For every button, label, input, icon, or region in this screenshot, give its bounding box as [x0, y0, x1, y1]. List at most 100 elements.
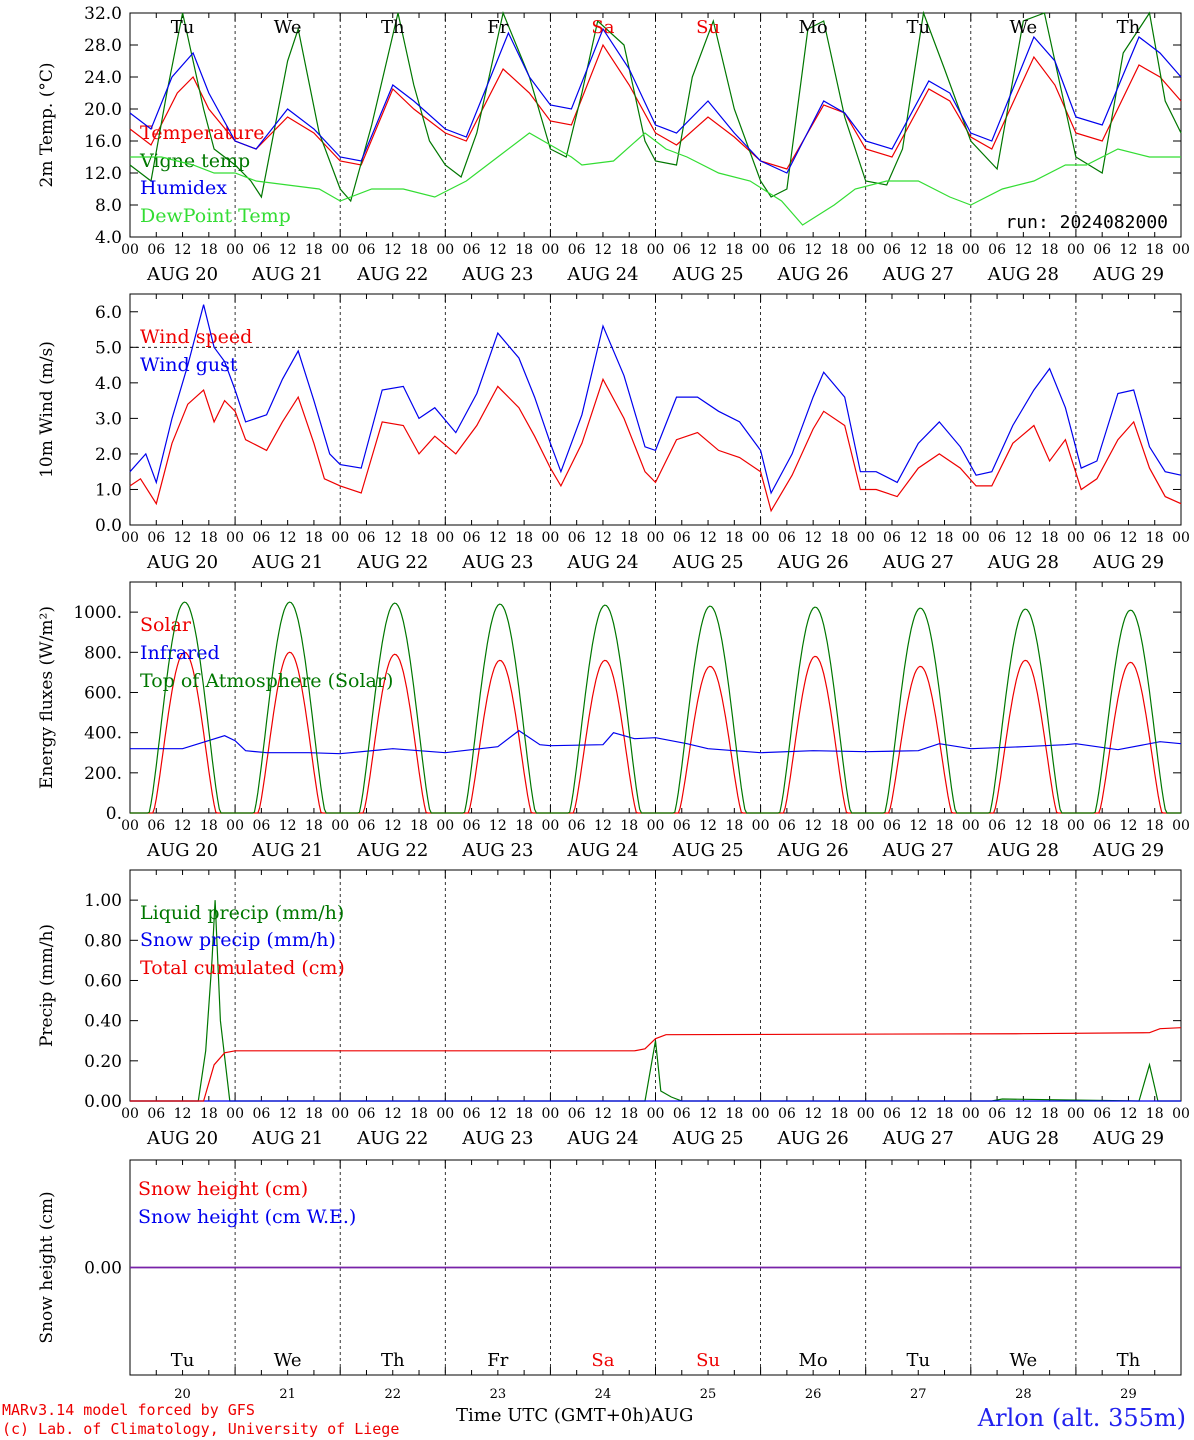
x-hour-label: 00 — [752, 818, 770, 834]
x-hour-label: 18 — [515, 242, 533, 258]
x-hour-label: 18 — [410, 818, 428, 834]
x-hour-label: 18 — [831, 530, 849, 546]
x-date-label: AUG 29 — [1092, 1128, 1164, 1149]
x-hour-label: 18 — [620, 1106, 638, 1122]
x-hour-label: 00 — [121, 530, 139, 546]
x-hour-label: 12 — [384, 818, 402, 834]
y-tick-label: 1000. — [73, 603, 122, 623]
series-line-top-of-atmosphere-solar- — [130, 601, 1181, 814]
x-hour-label: 12 — [594, 242, 612, 258]
legend-entry: Vigne temp — [139, 150, 250, 172]
x-date-label: AUG 20 — [146, 552, 218, 573]
weekday-label-top: Sa — [591, 17, 614, 38]
x-hour-label: 06 — [147, 818, 165, 834]
x-hour-label: 00 — [647, 530, 665, 546]
x-hour-label: 00 — [857, 530, 875, 546]
x-hour-label: 06 — [1093, 530, 1111, 546]
x-hour-label: 12 — [174, 1106, 192, 1122]
x-hour-label: 00 — [857, 242, 875, 258]
x-hour-label: 06 — [988, 818, 1006, 834]
weekday-label-bottom: We — [1010, 1350, 1038, 1371]
x-date-label: AUG 26 — [777, 552, 849, 573]
x-hour-label: 00 — [331, 242, 349, 258]
weekday-label-bottom: Su — [696, 1350, 720, 1371]
x-hour-label: 00 — [1172, 818, 1190, 834]
x-date-label: AUG 20 — [146, 1128, 218, 1149]
y-tick-label: 0.00 — [84, 1092, 122, 1112]
x-hour-label: 00 — [541, 1106, 559, 1122]
weekday-label-top: Mo — [799, 17, 828, 38]
x-hour-label: 12 — [804, 818, 822, 834]
x-hour-label: 12 — [489, 530, 507, 546]
weekday-label-top: Tu — [171, 17, 195, 38]
x-date-label: AUG 26 — [777, 264, 849, 285]
x-hour-label: 12 — [279, 530, 297, 546]
x-hour-label: 12 — [1120, 818, 1138, 834]
x-hour-label: 06 — [358, 1106, 376, 1122]
x-hour-label: 18 — [936, 530, 954, 546]
x-hour-label: 00 — [121, 242, 139, 258]
x-hour-label: 18 — [620, 242, 638, 258]
x-hour-label: 12 — [279, 242, 297, 258]
x-hour-label: 00 — [436, 242, 454, 258]
y-tick-label: 16.0 — [84, 132, 122, 152]
x-hour-label: 00 — [1172, 530, 1190, 546]
y-tick-label: 400. — [84, 724, 122, 744]
x-date-label: AUG 21 — [251, 1128, 323, 1149]
x-hour-label: 00 — [436, 530, 454, 546]
x-date-label: AUG 25 — [671, 840, 743, 861]
x-hour-label: 06 — [778, 1106, 796, 1122]
x-hour-label: 12 — [909, 530, 927, 546]
y-tick-label: 12.0 — [84, 164, 122, 184]
legend-entry: Humidex — [140, 177, 227, 199]
weekday-label-bottom: Th — [1117, 1350, 1141, 1371]
weekday-label-bottom: Th — [381, 1350, 405, 1371]
x-hour-label: 06 — [988, 242, 1006, 258]
x-date-label: AUG 21 — [251, 264, 323, 285]
x-hour-label: 12 — [1014, 242, 1032, 258]
legend-entry: Snow precip (mm/h) — [140, 929, 336, 951]
x-date-label: AUG 22 — [356, 1128, 428, 1149]
y-tick-label: 0. — [106, 804, 122, 824]
x-hour-label: 18 — [200, 242, 218, 258]
weekday-label-bottom: Sa — [591, 1350, 614, 1371]
x-hour-label: 00 — [436, 1106, 454, 1122]
weekday-label-bottom: Tu — [171, 1350, 195, 1371]
x-hour-label: 00 — [647, 1106, 665, 1122]
x-date-label: AUG 28 — [987, 1128, 1059, 1149]
x-hour-label: 12 — [489, 818, 507, 834]
y-tick-label: 3.0 — [95, 409, 122, 429]
y-tick-label: 1.00 — [84, 891, 122, 911]
temperature-panel: 4.0 8.0 12.0 16.0 20.0 24.0 28.0 32.0 2m Temp. (… — [37, 4, 1190, 285]
series-line-dewpoint-temp — [130, 132, 1181, 226]
weekday-label-top: We — [274, 17, 302, 38]
x-hour-label: 06 — [1093, 818, 1111, 834]
x-hour-label: 06 — [778, 242, 796, 258]
x-hour-label: 12 — [699, 530, 717, 546]
x-hour-label: 12 — [384, 530, 402, 546]
x-date-label: AUG 28 — [987, 552, 1059, 573]
day-number-label: 28 — [1015, 1387, 1032, 1402]
snow-panel: 0.00 Snow height (cm) Snow height (cm) Snow… — [37, 1159, 1182, 1376]
weekday-label-top: We — [1010, 17, 1038, 38]
x-hour-label: 18 — [620, 530, 638, 546]
x-date-label: AUG 23 — [461, 264, 533, 285]
x-hour-label: 00 — [647, 818, 665, 834]
x-hour-label: 18 — [305, 530, 323, 546]
x-hour-label: 18 — [1146, 818, 1164, 834]
series-line-humidex — [129, 27, 1182, 174]
y-tick-label: 800. — [84, 643, 122, 663]
wind-panel: 0.0 1.0 2.0 3.0 4.0 5.0 6.0 10m Wind (m/s) 00 06 1… — [37, 293, 1190, 573]
x-hour-label: 06 — [1093, 1106, 1111, 1122]
x-date-label: AUG 28 — [987, 264, 1059, 285]
x-hour-label: 06 — [673, 242, 691, 258]
legend-entry: Wind gust — [140, 354, 238, 376]
x-date-label: AUG 22 — [356, 552, 428, 573]
x-hour-label: 12 — [909, 1106, 927, 1122]
x-hour-label: 18 — [725, 242, 743, 258]
x-hour-label: 18 — [1146, 530, 1164, 546]
x-hour-label: 12 — [1014, 1106, 1032, 1122]
x-hour-label: 00 — [752, 530, 770, 546]
x-hour-label: 06 — [988, 530, 1006, 546]
x-hour-label: 12 — [1120, 530, 1138, 546]
